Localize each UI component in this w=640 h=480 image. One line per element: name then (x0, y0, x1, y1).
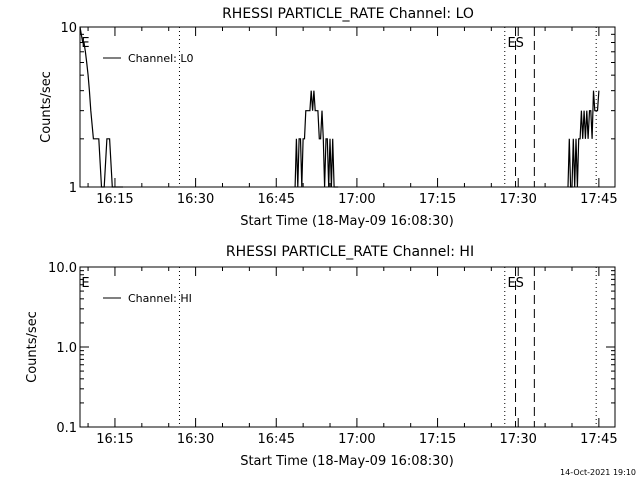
vline-group (178, 267, 597, 427)
flag-group: E ES (81, 276, 524, 291)
x-tick-label: 16:30 (177, 432, 214, 447)
y-axis-label: Counts/sec (25, 311, 40, 383)
x-tick-label: 17:45 (580, 432, 617, 447)
panel-hi: RHESSI PARTICLE_RATE Channel: HI 16:15 16… (25, 244, 618, 469)
vline-group (178, 27, 597, 187)
x-tick-label: 17:00 (338, 192, 375, 207)
y-tick-label: 1 (69, 181, 77, 196)
legend-label: Channel: HI (128, 292, 192, 305)
plot-timestamp: 14-Oct-2021 19:10 (560, 468, 636, 477)
flag-label: ES (507, 276, 523, 291)
x-tick-label: 16:45 (258, 192, 295, 207)
plot-frame (79, 26, 616, 188)
x-tick-label: 17:30 (499, 432, 536, 447)
legend: Channel: HI (103, 292, 192, 305)
x-tick-label: 17:15 (419, 192, 456, 207)
x-tick-label: 17:15 (419, 432, 456, 447)
y-tick-label: 10.0 (48, 261, 77, 276)
tick-group: 16:15 16:30 16:45 17:00 17:15 17:30 17:45 0.1 1.… (48, 261, 618, 447)
x-axis-label: Start Time (18-May-09 16:08:30) (240, 454, 454, 469)
series-group (79, 26, 600, 188)
flag-group: E ES (81, 36, 524, 51)
chart-title: RHESSI PARTICLE_RATE Channel: HI (226, 244, 474, 260)
x-tick-label: 17:45 (580, 192, 617, 207)
y-axis-label: Counts/sec (39, 71, 54, 143)
legend: Channel: L0 (103, 52, 194, 65)
y-tick-label: 0.1 (56, 421, 77, 436)
x-tick-label: 16:30 (177, 192, 214, 207)
x-tick-label: 16:15 (96, 432, 133, 447)
legend-label: Channel: L0 (128, 52, 194, 65)
x-axis-label: Start Time (18-May-09 16:08:30) (240, 214, 454, 229)
series-line (79, 26, 600, 188)
flag-label: E (81, 36, 89, 51)
tick-group: 16:15 16:30 16:45 17:00 17:15 17:30 17:45 1 10 (60, 21, 617, 207)
panel-lo: RHESSI PARTICLE_RATE Channel: LO 16:15 16… (39, 6, 618, 229)
y-tick-label: 10 (60, 21, 77, 36)
y-tick-label: 1.0 (56, 341, 77, 356)
x-tick-label: 17:00 (338, 432, 375, 447)
x-tick-label: 17:30 (499, 192, 536, 207)
chart-title: RHESSI PARTICLE_RATE Channel: LO (222, 6, 474, 22)
x-tick-label: 16:45 (258, 432, 295, 447)
flag-label: ES (507, 36, 523, 51)
flag-label: E (81, 276, 89, 291)
x-tick-label: 16:15 (96, 192, 133, 207)
